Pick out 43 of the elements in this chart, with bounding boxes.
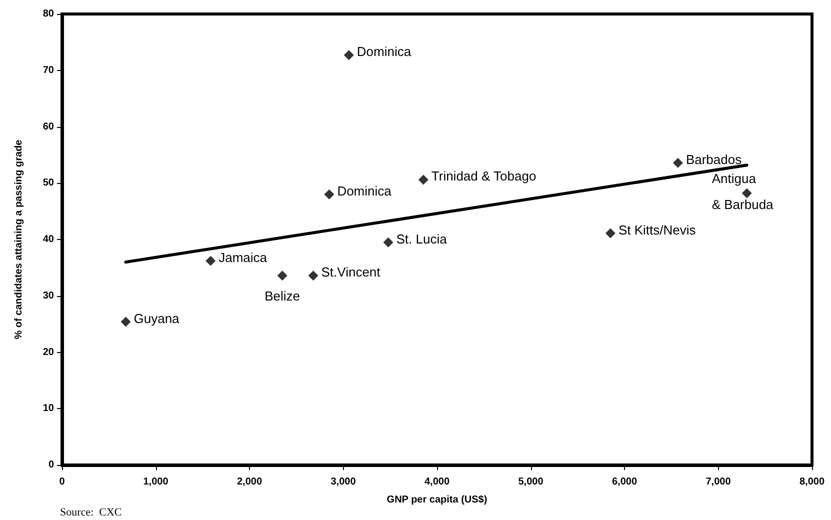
annotation: St Kitts/Nevis — [618, 222, 696, 238]
y-axis-title: % of candidates attaining a passing grade — [14, 139, 24, 340]
annotation: Jamaica — [218, 250, 268, 265]
y-tick-label: 70 — [42, 64, 54, 76]
y-tick-label: 40 — [42, 234, 54, 245]
annotation: Dominica — [356, 44, 412, 60]
point — [120, 316, 131, 327]
y-tick-label: 30 — [42, 290, 54, 302]
source-note: Source: CXC — [60, 506, 122, 518]
point — [344, 50, 354, 60]
x-tick-label: 6,000 — [612, 476, 638, 488]
y-tick-label: 10 — [42, 403, 54, 414]
point — [308, 270, 318, 281]
point — [324, 189, 334, 200]
annotation: Trinidad & Tobago — [431, 168, 536, 184]
x-tick-label: 3,000 — [330, 476, 356, 488]
point — [672, 158, 683, 168]
x-tick-label: 0 — [59, 476, 66, 488]
point — [206, 256, 216, 266]
annotation: Antigua & Barbuda — [712, 170, 774, 212]
y-tick-label: 20 — [42, 346, 54, 358]
annotation: Dominica — [337, 183, 392, 198]
x-tick-label: 5,000 — [518, 476, 544, 488]
annotation: Guyana — [134, 310, 180, 326]
point — [418, 174, 428, 185]
y-tick-label: 80 — [42, 8, 54, 20]
y-tick-label: 60 — [42, 121, 54, 132]
annotation: St.Vincent — [321, 264, 381, 280]
x-tick-label: 4,000 — [424, 476, 450, 488]
x-tick-label: 7,000 — [706, 476, 732, 488]
y-tick-label: 50 — [42, 178, 54, 189]
x-tick-label: 8,000 — [799, 476, 825, 488]
point — [742, 188, 752, 198]
point — [605, 228, 616, 238]
annotation: Belize — [264, 288, 300, 304]
annotation: St. Lucia — [396, 231, 448, 246]
x-tick-label: 1,000 — [143, 476, 169, 488]
point — [383, 237, 394, 248]
x-axis-title: GNP per capita (US$) — [386, 494, 488, 506]
point — [277, 270, 288, 281]
annotation: Barbados — [686, 152, 742, 167]
y-tick-label: 0 — [48, 460, 54, 470]
x-tick-label: 2,000 — [236, 476, 262, 488]
